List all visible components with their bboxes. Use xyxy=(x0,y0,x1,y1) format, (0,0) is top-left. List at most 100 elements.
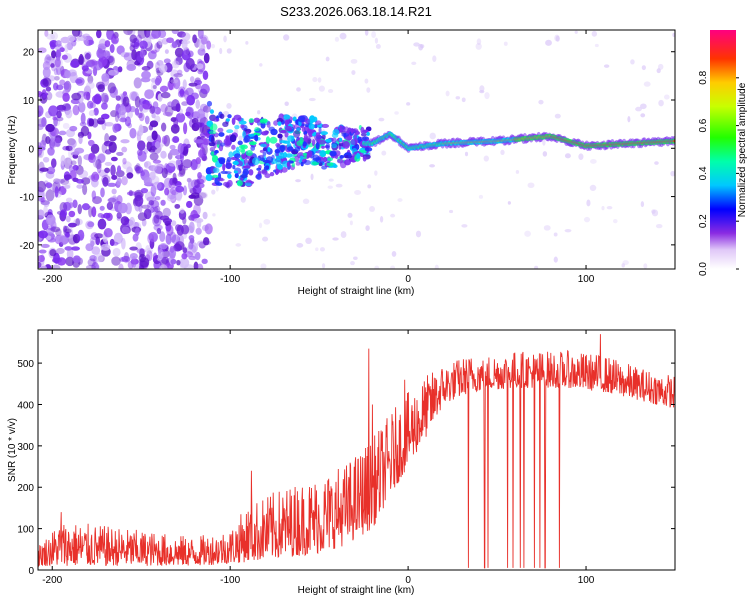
heatmap-cell xyxy=(64,184,71,189)
spectrogram-y-ticks: -20 -10 0 10 20 xyxy=(20,48,675,252)
heatmap-cell xyxy=(212,118,220,122)
heatmap-cell xyxy=(80,125,90,137)
heatmap-cell xyxy=(71,92,82,101)
heatmap-cell xyxy=(121,255,131,263)
heatmap-cell xyxy=(227,114,232,119)
heatmap-cell xyxy=(534,265,539,269)
heatmap-cell xyxy=(173,77,181,90)
x-tick-label: -100 xyxy=(220,575,240,586)
heatmap-cell xyxy=(91,206,97,218)
heatmap-cell xyxy=(326,162,334,167)
heatmap-cell xyxy=(88,118,95,127)
heatmap-cell xyxy=(256,167,262,171)
heatmap-cell xyxy=(325,142,331,151)
heatmap-cell xyxy=(39,167,49,172)
heatmap-cell xyxy=(82,183,88,196)
heatmap-cell xyxy=(198,39,205,50)
heatmap-cell xyxy=(564,153,571,159)
heatmap-cell xyxy=(152,163,162,175)
heatmap-cell xyxy=(153,214,160,224)
heatmap-cell xyxy=(87,258,96,267)
heatmap-cell xyxy=(45,86,52,92)
heatmap-cell xyxy=(87,74,94,84)
heatmap-cell xyxy=(265,136,271,144)
heatmap-cell xyxy=(93,107,99,116)
y-tick-label: -20 xyxy=(20,241,35,252)
heatmap-cell xyxy=(169,148,180,156)
heatmap-cell xyxy=(267,146,271,152)
figure-title: S233.2026.063.18.14.R21 xyxy=(280,4,432,19)
heatmap-cell xyxy=(116,165,122,174)
heatmap-cell xyxy=(553,256,558,263)
heatmap-cell xyxy=(69,143,75,152)
heatmap-cell xyxy=(72,255,81,264)
heatmap-cell xyxy=(188,255,197,261)
heatmap-cell xyxy=(159,85,169,93)
heatmap-cell xyxy=(254,127,260,132)
heatmap-cell xyxy=(72,150,80,156)
heatmap-cell xyxy=(47,225,56,231)
heatmap-cell xyxy=(41,264,47,269)
heatmap-cell xyxy=(262,151,267,157)
heatmap-cell xyxy=(353,256,358,260)
heatmap-cell xyxy=(49,39,59,48)
heatmap-cell xyxy=(261,131,269,136)
heatmap-cell xyxy=(350,58,358,64)
heatmap-cell xyxy=(78,169,89,179)
heatmap-cell xyxy=(77,204,83,215)
heatmap-cell xyxy=(298,115,306,123)
heatmap-cell xyxy=(55,43,63,52)
heatmap-cell xyxy=(60,209,68,218)
heatmap-cell xyxy=(144,30,151,38)
heatmap-cell xyxy=(188,235,195,241)
heatmap-cell xyxy=(56,110,62,119)
heatmap-cell xyxy=(68,164,74,173)
heatmap-cell xyxy=(318,85,325,92)
heatmap-cell xyxy=(97,84,105,93)
heatmap-cell xyxy=(97,218,107,230)
heatmap-cell xyxy=(175,185,185,193)
heatmap-cell xyxy=(160,150,167,159)
heatmap-cell xyxy=(38,123,44,131)
heatmap-cell xyxy=(158,63,168,73)
y-tick-label: 0 xyxy=(28,566,34,577)
heatmap-cell xyxy=(197,108,206,119)
heatmap-cell xyxy=(138,101,144,112)
heatmap-cell xyxy=(555,35,560,42)
heatmap-cell xyxy=(321,123,330,129)
heatmap-cell xyxy=(277,133,283,139)
heatmap-cell xyxy=(193,217,204,224)
colorbar-tick-label: 0.4 xyxy=(698,166,709,180)
heatmap-cell xyxy=(139,49,146,59)
heatmap-cell xyxy=(348,152,352,159)
heatmap-cell xyxy=(315,141,320,150)
heatmap-cell xyxy=(76,184,84,189)
heatmap-cell xyxy=(260,157,265,162)
heatmap-cell xyxy=(51,50,57,59)
heatmap-cell xyxy=(64,246,72,251)
colorbar: 0.0 0.2 0.4 0.6 0.8 Normalized spectral ampl… xyxy=(698,30,748,276)
heatmap-cell xyxy=(429,132,436,140)
heatmap-cell xyxy=(67,222,77,228)
heatmap-cell xyxy=(61,103,71,111)
heatmap-cell xyxy=(59,79,66,86)
heatmap-cell xyxy=(71,30,81,37)
heatmap-cell xyxy=(332,237,339,241)
heatmap-cell xyxy=(100,187,105,198)
heatmap-cell xyxy=(276,155,282,161)
heatmap-cell xyxy=(96,48,104,59)
heatmap-cell xyxy=(219,47,223,55)
heatmap-cell xyxy=(42,93,47,99)
heatmap-cell xyxy=(41,117,47,127)
heatmap-cell xyxy=(209,109,215,114)
heatmap-cell xyxy=(254,134,259,142)
heatmap-cell xyxy=(170,220,177,226)
heatmap-cell xyxy=(178,86,186,95)
heatmap-cell xyxy=(72,164,79,171)
heatmap-cell xyxy=(174,47,184,58)
heatmap-cell xyxy=(296,243,304,248)
heatmap-cell xyxy=(172,136,180,144)
heatmap-cell xyxy=(45,189,55,202)
x-tick-label: -100 xyxy=(220,274,240,285)
heatmap-cell xyxy=(475,43,482,50)
